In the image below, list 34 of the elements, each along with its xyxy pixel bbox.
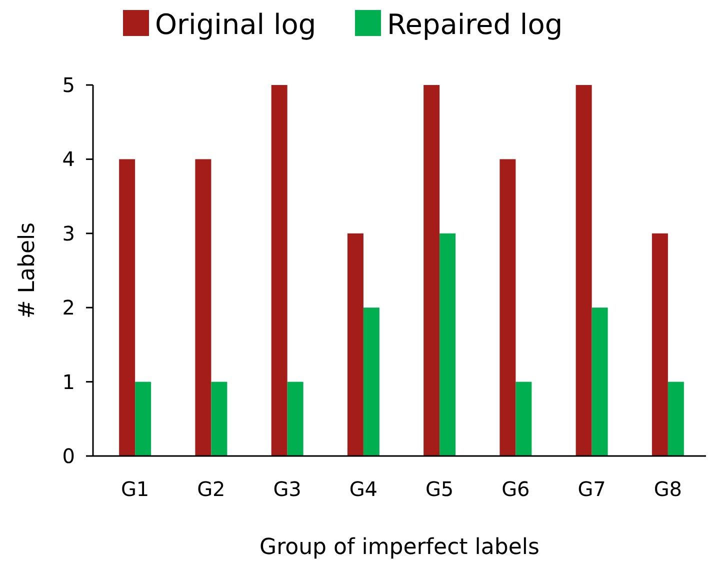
x-tick-label: G6 — [502, 477, 530, 501]
x-tick-label: G4 — [349, 477, 378, 501]
bar — [440, 233, 456, 456]
y-tick-label: 3 — [62, 221, 75, 246]
bar — [424, 85, 440, 456]
bar — [576, 85, 592, 456]
y-tick-label: 2 — [62, 296, 75, 320]
x-tick-label: G2 — [197, 477, 226, 501]
x-tick-label: G7 — [578, 477, 606, 501]
y-tick-label: 4 — [62, 147, 75, 172]
bar — [119, 159, 136, 456]
bar — [668, 382, 684, 456]
bar — [135, 382, 152, 456]
y-tick-label: 1 — [62, 370, 75, 394]
y-tick-label: 5 — [62, 73, 75, 97]
y-tick-label: 0 — [62, 444, 75, 468]
bar — [287, 382, 304, 456]
bar — [500, 159, 516, 456]
legend-label: Repaired log — [387, 8, 563, 41]
x-axis-title: Group of imperfect labels — [260, 535, 540, 560]
bar — [211, 382, 228, 456]
bar — [195, 159, 212, 456]
x-tick-label: G3 — [273, 477, 302, 501]
legend-label: Original log — [155, 8, 316, 41]
x-tick-label: G8 — [654, 477, 682, 501]
bar — [516, 382, 532, 456]
bar — [363, 308, 380, 456]
x-tick-label: G1 — [120, 477, 150, 501]
bar — [271, 85, 288, 456]
bar — [652, 233, 668, 456]
bar — [347, 233, 364, 456]
y-axis-title: # Labels — [15, 222, 40, 319]
bar — [592, 308, 608, 456]
x-tick-label: G5 — [425, 477, 454, 501]
